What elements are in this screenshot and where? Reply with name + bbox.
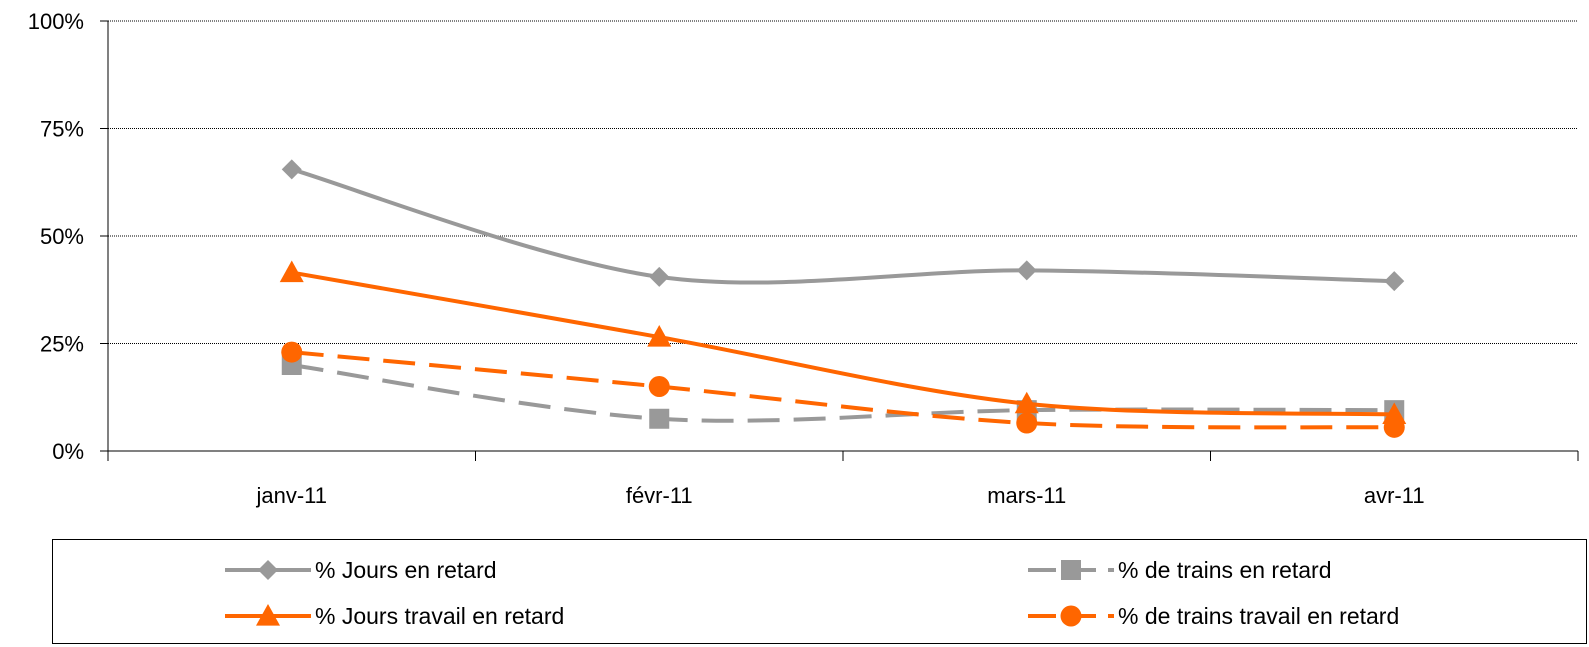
legend-label: % Jours en retard <box>315 556 497 583</box>
legend-label: % Jours travail en retard <box>315 602 565 629</box>
legend-marker-icon <box>256 604 280 626</box>
grid-lines <box>108 20 1578 344</box>
series-layer <box>279 159 1407 438</box>
data-point <box>1382 402 1407 425</box>
data-point <box>281 341 303 363</box>
y-tick-label: 75% <box>40 117 84 142</box>
data-point <box>1383 416 1405 438</box>
legend-label: % de trains travail en retard <box>1118 602 1400 629</box>
legend-marker-icon <box>258 560 278 580</box>
x-tick-label: avr-11 <box>1364 483 1425 508</box>
series-line <box>291 363 1395 423</box>
data-point <box>648 376 670 397</box>
series-line <box>291 270 1395 417</box>
legend-swatch-jours-travail-retard <box>225 604 311 626</box>
data-point <box>1384 271 1405 292</box>
series-line <box>291 167 1395 285</box>
data-point <box>279 260 304 283</box>
tick-labels: 0% 25% 50% 75% 100% janv-11 févr-11 mars-11 avr-… <box>28 9 1425 508</box>
x-tick-label: mars-11 <box>987 483 1066 508</box>
series-pct-jours-travail-en-retard <box>279 260 1407 425</box>
axes <box>100 20 1579 461</box>
data-point <box>281 159 302 180</box>
series-pct-jours-en-retard <box>281 159 1405 292</box>
chart-plot: 0% 25% 50% 75% 100% janv-11 févr-11 mars-11 avr-… <box>28 9 1579 508</box>
legend-swatch-jours-retard <box>225 560 311 580</box>
data-point <box>1014 391 1039 414</box>
y-tick-label: 50% <box>40 224 84 249</box>
legend-swatch-trains-retard <box>1028 560 1114 580</box>
data-point <box>1016 412 1038 434</box>
data-point <box>649 266 670 287</box>
data-point <box>647 325 672 347</box>
legend-item-trains-retard: % de trains en retard <box>1026 550 1332 590</box>
series-pct-de-trains-travail-en-retard <box>281 341 1405 438</box>
data-point <box>649 408 670 429</box>
legend-swatch-trains-travail-retard <box>1028 605 1114 627</box>
legend: % Jours en retard % de trains en retard … <box>52 539 1587 644</box>
x-tick-label: janv-11 <box>255 483 327 508</box>
legend-marker-icon <box>1061 560 1081 580</box>
data-point <box>1016 260 1037 281</box>
x-tick-label: févr-11 <box>626 483 693 508</box>
legend-marker-icon <box>1060 605 1082 627</box>
series-line <box>291 350 1395 430</box>
legend-label: % de trains en retard <box>1118 556 1332 583</box>
y-tick-label: 100% <box>28 9 84 34</box>
legend-item-jours-travail-retard: % Jours travail en retard <box>223 596 564 636</box>
y-tick-label: 25% <box>40 332 84 357</box>
y-tick-label: 0% <box>52 439 84 464</box>
legend-item-jours-retard: % Jours en retard <box>223 550 497 590</box>
legend-item-trains-travail-retard: % de trains travail en retard <box>1026 596 1399 636</box>
